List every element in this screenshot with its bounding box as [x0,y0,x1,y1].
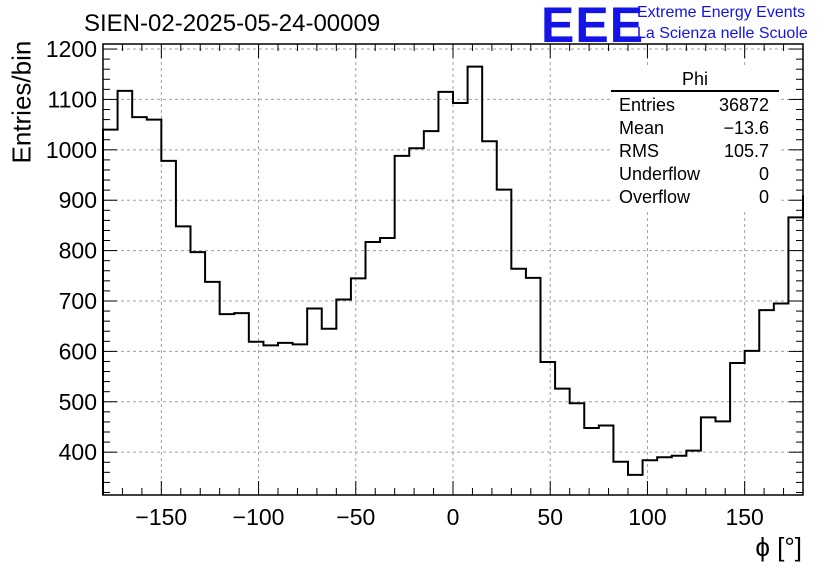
x-tick-label: 150 [725,504,763,530]
y-tick-label: 1000 [46,137,97,163]
y-tick-label: 600 [59,338,97,364]
x-axis-label: ϕ [°] [755,532,802,562]
logo-line-2: La Scienza nelle Scuole [637,25,808,42]
stats-row-underflow: Underflow 0 [611,163,779,186]
chart-title: SIEN-02-2025-05-24-00009 [84,10,381,37]
y-tick-label: 1200 [46,36,97,62]
x-tick-label: −100 [233,504,285,530]
x-tick-label: −150 [135,504,187,530]
stats-value: −13.6 [723,118,769,138]
eee-logo: EEE [541,0,645,53]
y-tick-label: 800 [59,238,97,264]
axis-ticks [102,44,804,495]
stats-value: 105.7 [723,141,769,161]
stats-box: Phi Entries 36872 Mean −13.6 RMS 105.7 U… [611,68,779,209]
stats-value: 0 [758,164,769,184]
stats-label: Underflow [619,164,701,184]
y-tick-label: 400 [59,439,97,465]
stats-value: 0 [758,187,769,207]
x-tick-label: 100 [628,504,666,530]
stats-label: Mean [619,118,665,138]
stats-row-overflow: Overflow 0 [611,186,779,209]
y-tick-label: 500 [59,389,97,415]
x-tick-label: 50 [537,504,563,530]
stats-row-entries: Entries 36872 [611,94,779,117]
x-tick-label: −50 [336,504,375,530]
stats-label: RMS [619,141,659,161]
stats-label: Entries [619,95,676,115]
logo-line-1: Extreme Energy Events [637,4,806,21]
histogram-line [102,65,804,495]
y-axis-label: Entries/bin [6,40,37,164]
x-tick-label: 0 [447,504,460,530]
stats-label: Overflow [619,187,691,207]
y-tick-label: 1100 [48,86,97,112]
stats-title: Phi [611,68,779,92]
y-tick-label: 700 [59,288,97,314]
stats-row-mean: Mean −13.6 [611,117,779,140]
y-tick-label: 900 [59,187,97,213]
stats-value: 36872 [718,95,769,115]
stats-row-rms: RMS 105.7 [611,140,779,163]
tick-labels: −150 −100 −50 0 50 100 150 400 500 600 700 800 900 10… [46,36,764,530]
